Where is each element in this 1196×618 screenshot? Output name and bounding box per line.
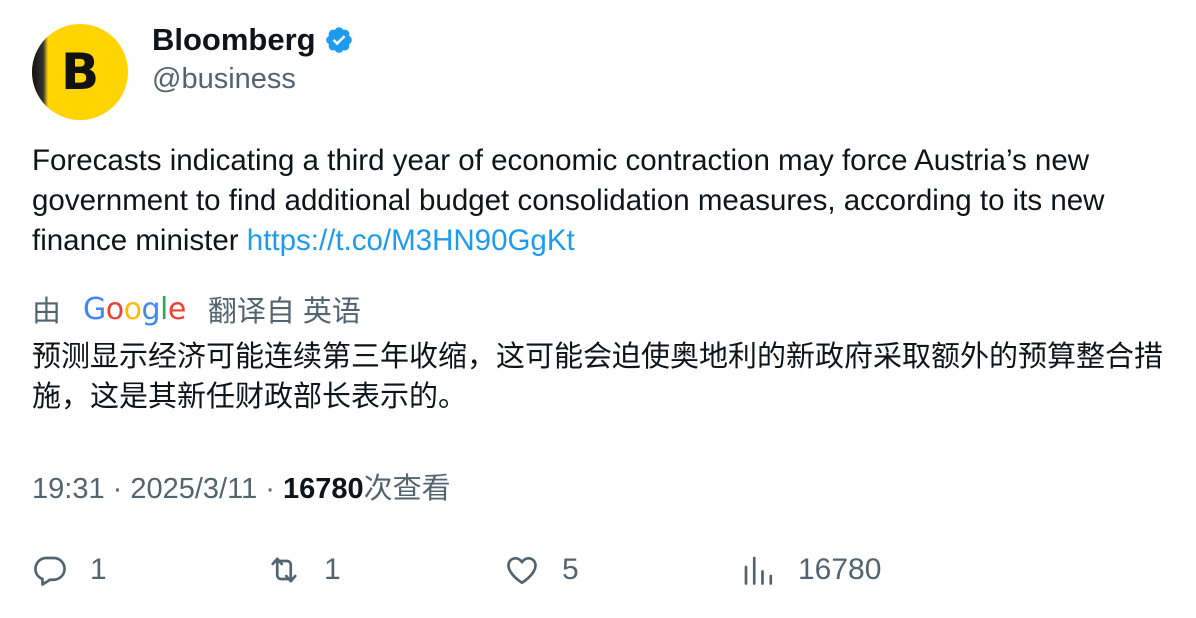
retweet-button[interactable]: 1: [266, 552, 341, 588]
heart-icon: [507, 556, 537, 585]
avatar-letter: B: [60, 43, 100, 101]
retweet-count: 1: [324, 553, 341, 586]
translation-suffix: 翻译自 英语: [207, 296, 361, 328]
action-bar: 1 1 5 16780: [32, 552, 1172, 594]
tweet-date[interactable]: 2025/3/11: [130, 473, 258, 505]
reply-count: 1: [90, 553, 107, 586]
google-logo-icon: Google: [83, 291, 186, 327]
reply-icon: [34, 556, 66, 586]
translated-text: 预测显示经济可能连续第三年收缩，这可能会迫使奥地利的新政府采取额外的预算整合措施…: [32, 339, 1164, 413]
tweet-time[interactable]: 19:31: [32, 473, 105, 505]
verified-badge-icon: [325, 27, 352, 53]
like-button[interactable]: 5: [504, 552, 579, 588]
avatar[interactable]: B: [32, 24, 128, 120]
views-button[interactable]: 16780: [740, 552, 881, 588]
translation-attribution: 由 Google 翻译自 英语: [32, 288, 361, 330]
view-count: 16780: [283, 473, 364, 505]
display-name[interactable]: Bloomberg: [152, 22, 316, 57]
author-name-row: Bloomberg: [152, 22, 354, 58]
translation-prefix: 由: [32, 296, 62, 328]
meta-separator: ·: [112, 473, 131, 505]
reply-button[interactable]: 1: [32, 552, 107, 588]
tweet-body: Forecasts indicating a third year of eco…: [32, 144, 1105, 257]
avatar-shade: [32, 24, 48, 120]
tweet-meta: 19:31 · 2025/3/11 · 16780次查看: [32, 465, 451, 507]
tweet-text: Forecasts indicating a third year of eco…: [32, 141, 1172, 261]
retweet-icon: [271, 557, 297, 583]
user-handle[interactable]: @business: [152, 63, 296, 95]
view-count-label: 次查看: [363, 473, 451, 505]
like-count: 5: [562, 553, 579, 586]
tweet-link[interactable]: https://t.co/M3HN90GgKt: [246, 224, 575, 257]
views-count: 16780: [798, 553, 882, 586]
meta-separator: ·: [265, 473, 284, 505]
analytics-icon: [744, 556, 773, 585]
